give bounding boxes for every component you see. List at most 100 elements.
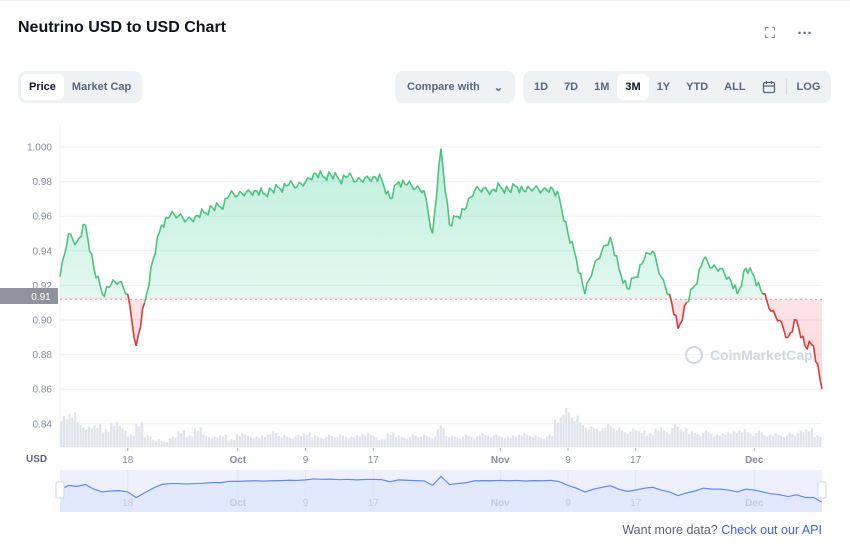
price-line-segment	[355, 176, 366, 183]
volume-bar	[699, 435, 702, 447]
volume-bar	[434, 436, 437, 447]
volume-bar	[180, 433, 183, 447]
range-ytd[interactable]: YTD	[686, 81, 709, 93]
price-line-segment	[440, 148, 451, 225]
volume-bar	[132, 435, 135, 447]
volume-bar	[568, 412, 571, 447]
volume-bar	[163, 441, 166, 447]
volume-bar	[221, 436, 225, 447]
volume-bar	[805, 429, 808, 447]
volume-bar	[701, 433, 705, 447]
calendar-icon[interactable]	[754, 74, 784, 100]
range-3m[interactable]: 3M	[617, 74, 649, 100]
volume-bar	[456, 437, 459, 447]
price-line-segment	[431, 148, 442, 234]
volume-bar	[224, 434, 227, 447]
price-line-segment	[211, 202, 222, 212]
volume-bar	[406, 438, 409, 447]
price-line-segment	[406, 180, 416, 191]
price-line-segment	[482, 186, 493, 196]
volume-bar	[565, 407, 568, 447]
volume-bar	[71, 417, 74, 447]
volume-bar	[280, 437, 283, 447]
volume-bar	[774, 433, 777, 447]
range-1y[interactable]: 1Y	[656, 81, 671, 93]
range-1m[interactable]: 1M	[594, 81, 610, 93]
volume-bar	[794, 435, 797, 447]
volume-bar	[252, 438, 255, 447]
volume-bar	[386, 433, 389, 447]
volume-bar	[124, 430, 127, 447]
current-price-label: 0.91	[31, 292, 51, 303]
price-line-segment	[524, 185, 535, 193]
tab-price[interactable]: Price	[21, 74, 64, 100]
volume-bar	[523, 433, 526, 447]
price-line-segment	[287, 180, 298, 189]
range-7d[interactable]: 7D	[564, 81, 579, 93]
navigator-handle-left[interactable]	[55, 481, 65, 499]
volume-bar	[149, 436, 152, 447]
coinmarketcap-logo-icon	[685, 346, 703, 364]
volume-bar	[219, 435, 222, 447]
volume-bar	[383, 439, 386, 447]
volume-bar	[537, 436, 540, 447]
volume-bar	[752, 435, 755, 447]
volume-bar	[576, 415, 579, 447]
volume-bar	[674, 424, 677, 447]
volume-bar	[791, 434, 794, 447]
fullscreen-icon[interactable]: ⛶	[764, 25, 776, 42]
price-line-segment	[76, 223, 86, 243]
navigator-area	[60, 476, 822, 512]
volume-bar	[819, 436, 822, 447]
volume-bar	[96, 427, 99, 447]
volume-bar	[489, 437, 493, 447]
volume-bar	[551, 435, 554, 447]
range-1d[interactable]: 1D	[534, 81, 549, 93]
watermark: CoinMarketCap	[710, 347, 813, 363]
volume-bar	[355, 435, 359, 447]
tab-market-cap[interactable]: Market Cap	[71, 81, 132, 93]
volume-bar	[227, 440, 230, 447]
range-tabs: 1D 7D 1M 3M 1Y YTD ALL LOG	[523, 71, 832, 103]
more-icon[interactable]: ···	[797, 25, 813, 42]
price-line-segment	[533, 185, 544, 194]
range-all[interactable]: ALL	[724, 81, 746, 93]
price-line-segment	[101, 284, 112, 298]
y-tick-label: 0.94	[33, 246, 53, 257]
volume-bar	[679, 429, 682, 447]
price-line-segment	[152, 224, 163, 260]
volume-bar	[420, 436, 423, 447]
volume-bar	[749, 434, 752, 447]
volume-bar	[93, 425, 96, 447]
volume-bar	[157, 439, 160, 447]
volume-bar	[506, 436, 509, 447]
volume-bar	[140, 422, 144, 447]
volume-bar	[266, 434, 269, 447]
navigator-line	[59, 475, 823, 503]
price-line-segment	[414, 185, 425, 194]
price-line-segment	[762, 292, 772, 312]
volume-bar	[657, 430, 660, 447]
price-line-segment	[220, 194, 230, 210]
volume-bar	[277, 435, 280, 447]
volume-bar	[732, 431, 735, 447]
price-line-segment	[609, 236, 620, 269]
compare-with-dropdown[interactable]: Compare with ⌄	[395, 71, 515, 103]
api-link[interactable]: Check out our API	[721, 523, 822, 537]
x-tick-label: 17	[630, 455, 642, 466]
navigator-handle-right[interactable]	[817, 481, 827, 499]
volume-bar	[347, 438, 350, 447]
volume-bar	[121, 428, 124, 447]
volume-bar	[623, 432, 627, 447]
volume-bar	[263, 436, 266, 447]
volume-bar	[439, 425, 442, 447]
volume-bar	[713, 436, 716, 447]
volume-bar	[135, 423, 138, 447]
price-line-segment	[423, 190, 434, 234]
price-line-segment	[668, 293, 679, 329]
volume-bar	[60, 421, 63, 447]
volume-bar	[291, 438, 294, 447]
volume-bar	[269, 434, 272, 447]
log-toggle[interactable]: LOG	[796, 81, 821, 93]
